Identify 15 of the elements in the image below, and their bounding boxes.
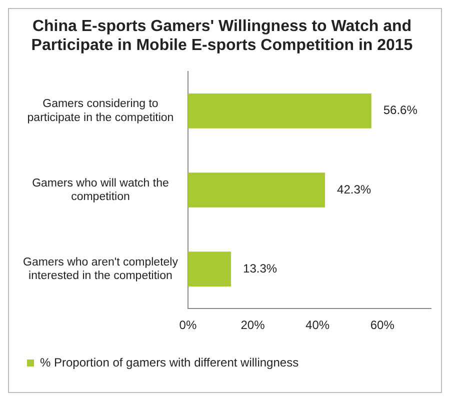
- legend-label: % Proportion of gamers with different willingness: [40, 355, 299, 370]
- x-tick-label: 20%: [240, 318, 266, 332]
- x-tick-label: 40%: [306, 318, 330, 332]
- data-label: 56.6%: [383, 103, 418, 118]
- bar: [188, 172, 326, 208]
- bar: [188, 94, 372, 128]
- chart-title: China E-sports Gamers' Willingness to Watch and Participate in Mobile E-sports Competition in 2015: [31, 18, 413, 54]
- y-tick-label: Gamers who will watch the competition: [32, 177, 169, 204]
- data-label: 13.3%: [243, 261, 278, 276]
- y-tick-label: Gamers who aren't completely interested in the competition: [23, 256, 178, 282]
- y-tick-label: Gamers considering to participate in the competition: [27, 98, 174, 124]
- x-tick-label: 0%: [179, 318, 197, 332]
- data-label: 42.3%: [337, 182, 372, 196]
- bar: [188, 252, 232, 286]
- x-tick-label: 60%: [370, 318, 395, 332]
